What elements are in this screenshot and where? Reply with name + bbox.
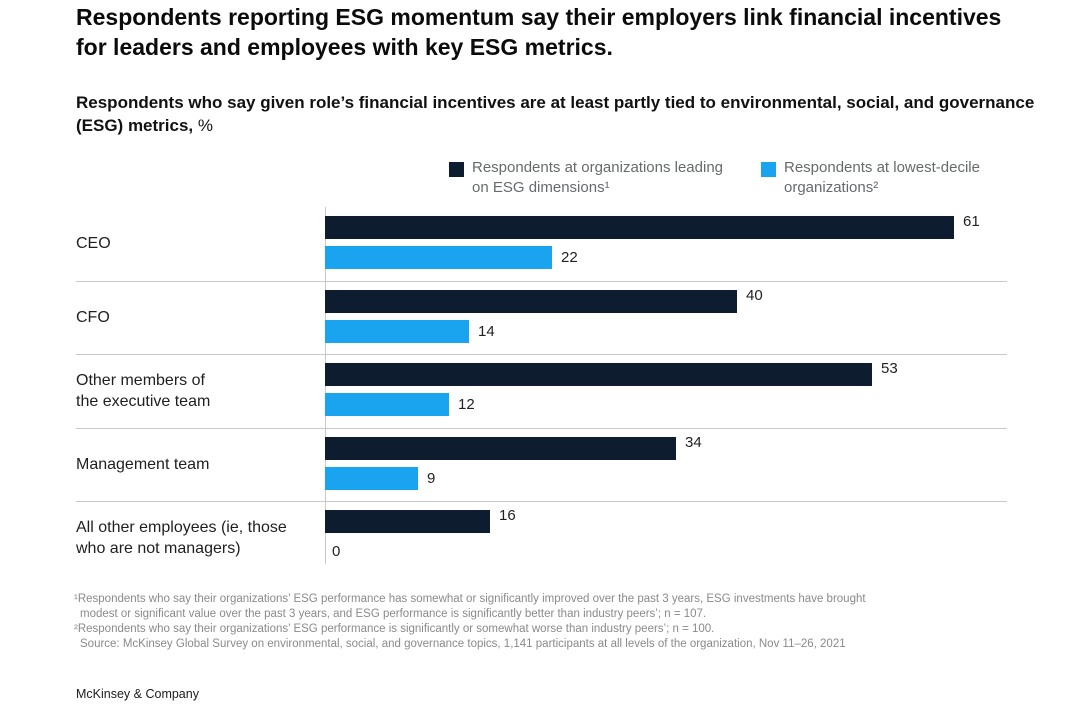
category-label-line: CEO <box>76 235 111 252</box>
group-divider <box>76 428 1007 429</box>
category-label: Management team <box>76 454 209 475</box>
footnote-1: ¹Respondents who say their organizations… <box>74 592 1034 607</box>
chart-subtitle: Respondents who say given role’s financi… <box>76 91 1036 137</box>
subtitle-unit: % <box>197 116 214 135</box>
legend-swatch-leading <box>449 162 464 177</box>
category-label-line: who are not managers) <box>76 540 241 557</box>
bar-value-label: 16 <box>499 507 516 524</box>
category-label: CEO <box>76 233 111 254</box>
footnote-1-cont: modest or significant value over the pas… <box>80 607 1040 622</box>
legend-swatch-lowest <box>761 162 776 177</box>
bar-leading <box>325 216 954 239</box>
bar-value-label: 22 <box>561 249 578 266</box>
footnote-1-cont-text: modest or significant value over the pas… <box>80 608 707 620</box>
bar-value-label: 14 <box>478 323 495 340</box>
bar-lowest <box>325 246 552 269</box>
subtitle-text: Respondents who say given role’s financi… <box>76 93 1035 135</box>
category-label-line: Other members of <box>76 372 205 389</box>
source-note: Source: McKinsey Global Survey on enviro… <box>80 637 1040 652</box>
bar-value-label: 61 <box>963 213 980 230</box>
group-divider <box>76 281 1007 282</box>
legend-lowest-line2: organizations² <box>784 179 879 196</box>
bar-value-label: 9 <box>427 470 436 487</box>
legend-lowest-line1: Respondents at lowest-decile <box>784 159 980 176</box>
bar-leading <box>325 510 490 533</box>
footnote-2-text: ²Respondents who say their organizations… <box>74 623 715 635</box>
category-label: All other employees (ie, those who are no… <box>76 517 287 559</box>
category-label-line: All other employees (ie, those <box>76 519 287 536</box>
bar-leading <box>325 437 676 460</box>
source-note-text: Source: McKinsey Global Survey on enviro… <box>80 638 846 650</box>
footnote-1-text: ¹Respondents who say their organizations… <box>74 593 866 605</box>
bar-value-label: 12 <box>458 396 475 413</box>
bar-value-label: 53 <box>881 360 898 377</box>
legend-lowest: Respondents at lowest-decile organizatio… <box>784 158 980 198</box>
footnote-2: ²Respondents who say their organizations… <box>74 622 1034 637</box>
bar-lowest <box>325 320 469 343</box>
bar-lowest <box>325 467 418 490</box>
bar-lowest <box>325 393 449 416</box>
legend-leading-line1: Respondents at organizations leading <box>472 159 724 176</box>
category-label: Other members of the executive team <box>76 370 210 412</box>
category-label: CFO <box>76 307 110 328</box>
bar-value-label: 40 <box>746 287 763 304</box>
group-divider <box>76 501 1007 502</box>
chart-title: Respondents reporting ESG momentum say t… <box>76 4 1002 60</box>
group-divider <box>76 354 1007 355</box>
legend-leading: Respondents at organizations leading on … <box>472 158 723 198</box>
bar-value-label: 34 <box>685 434 702 451</box>
brand-logo-text: McKinsey & Company <box>76 687 199 701</box>
bar-leading <box>325 290 737 313</box>
category-label-line: Management team <box>76 456 210 473</box>
bar-value-label: 0 <box>332 543 341 560</box>
category-label-line: CFO <box>76 309 110 326</box>
legend-leading-line2: on ESG dimensions¹ <box>472 179 610 196</box>
bar-leading <box>325 363 872 386</box>
category-label-line: the executive team <box>76 393 211 410</box>
